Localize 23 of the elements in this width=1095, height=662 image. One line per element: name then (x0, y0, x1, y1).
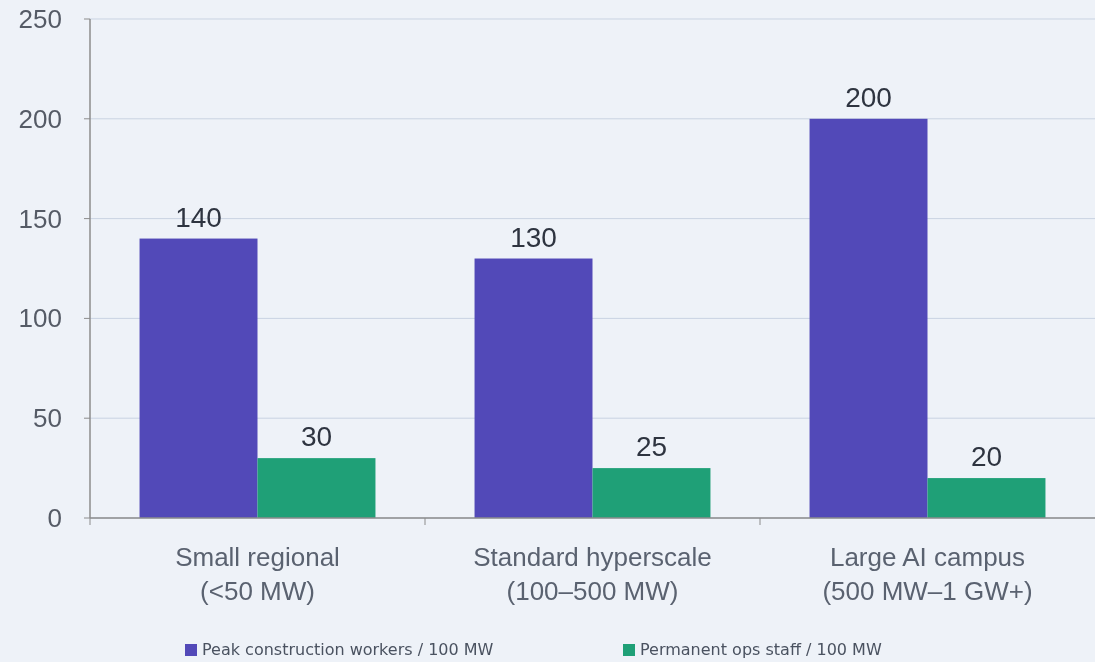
bar (257, 458, 376, 518)
y-tick-label: 150 (18, 203, 62, 234)
y-tick-label: 200 (18, 103, 62, 134)
data-label: 30 (300, 421, 333, 453)
bar (927, 478, 1046, 518)
data-label: 140 (175, 201, 222, 233)
bar (809, 118, 928, 518)
y-tick-label: 0 (47, 503, 62, 533)
data-label: 200 (845, 81, 892, 113)
legend-label: Peak construction workers / 100 MW (202, 640, 494, 659)
data-label: 20 (970, 441, 1003, 473)
bar (592, 468, 711, 518)
bar (474, 258, 593, 518)
bar (139, 238, 258, 518)
legend-label: Permanent ops staff / 100 MW (640, 640, 882, 659)
y-tick-label: 250 (18, 4, 62, 34)
x-tick-label: Large AI campus (500 MW–1 GW+) (822, 542, 1033, 606)
y-tick-label: 50 (33, 403, 62, 434)
y-tick-label: 100 (18, 303, 62, 334)
x-tick-label: Standard hyperscale (100–500 MW) (473, 542, 712, 606)
data-label: 25 (635, 431, 668, 463)
data-label: 130 (510, 221, 557, 253)
x-tick-label: Small regional (<50 MW) (175, 542, 340, 606)
